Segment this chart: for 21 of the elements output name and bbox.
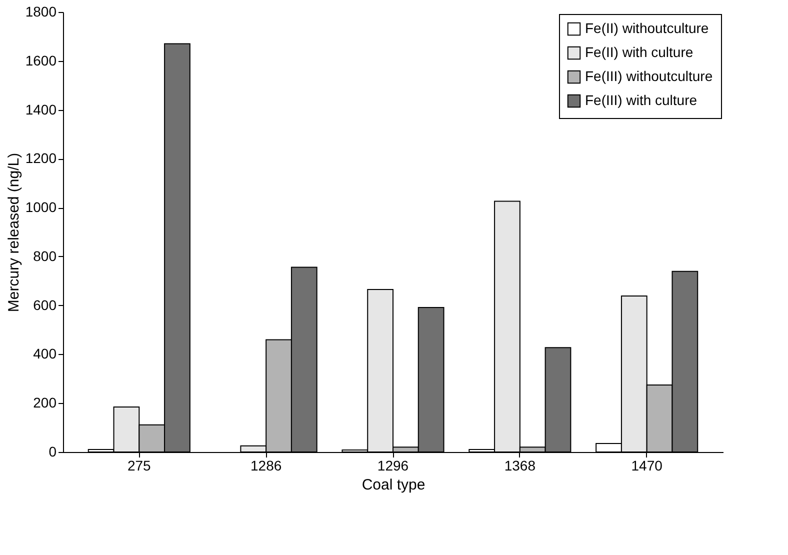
y-tick-label: 600 [33,296,57,313]
y-tick-label: 200 [33,394,57,411]
y-tick-label: 1600 [25,52,57,68]
y-tick-label: 1200 [25,150,57,166]
legend-label: Fe(II) withoutculture [585,20,709,36]
x-tick-label: 1470 [631,458,663,474]
legend-label: Fe(III) withoutculture [585,68,713,84]
legend-label: Fe(II) with culture [585,44,694,60]
y-tick-label: 1000 [25,199,57,216]
legend-label: Fe(III) with culture [585,92,698,108]
y-tick-label: 1400 [25,101,57,118]
x-tick-label: 275 [127,458,152,474]
x-tick-label: 1286 [250,458,282,474]
x-tick-label: 1368 [504,458,536,474]
x-tick-label: 1296 [377,458,409,474]
y-tick-label: 800 [33,248,57,264]
y-tick-label: 400 [33,346,57,362]
y-axis-title: Mercury released (ng/L) [5,152,22,312]
x-axis-title: Coal type [362,476,426,494]
y-tick-label: 1800 [25,4,57,20]
y-tick-label: 0 [48,444,57,460]
